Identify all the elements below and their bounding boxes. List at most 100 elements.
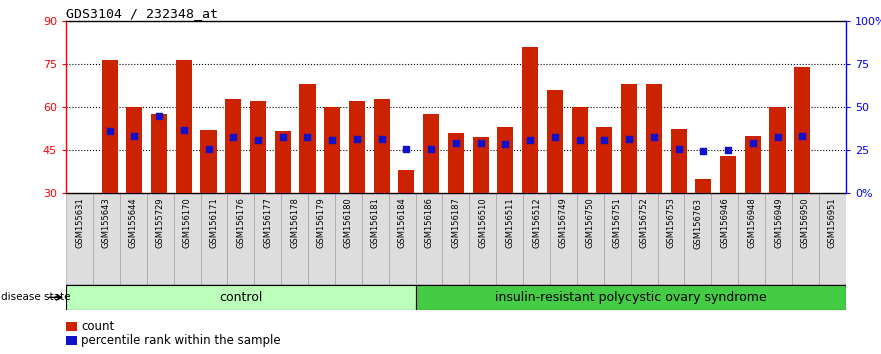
Bar xyxy=(744,136,761,193)
Text: GSM156512: GSM156512 xyxy=(532,198,541,248)
Text: GSM156171: GSM156171 xyxy=(210,198,218,248)
Text: GSM156749: GSM156749 xyxy=(559,198,568,248)
Text: GSM156763: GSM156763 xyxy=(693,198,702,249)
Bar xyxy=(795,67,811,193)
Bar xyxy=(470,193,496,285)
Bar xyxy=(250,101,266,193)
Text: GSM156178: GSM156178 xyxy=(290,198,300,249)
Text: GSM156179: GSM156179 xyxy=(317,198,326,248)
Point xyxy=(671,146,685,152)
Text: GSM156170: GSM156170 xyxy=(182,198,191,248)
Point xyxy=(424,146,438,152)
Bar xyxy=(572,107,588,193)
Bar xyxy=(101,60,117,193)
Point xyxy=(523,137,537,143)
Text: control: control xyxy=(219,291,263,304)
Text: GSM156751: GSM156751 xyxy=(612,198,622,248)
Bar xyxy=(596,127,612,193)
Point xyxy=(374,136,389,141)
Point xyxy=(300,134,315,140)
Bar xyxy=(362,193,389,285)
Bar xyxy=(738,193,765,285)
Bar xyxy=(720,156,737,193)
Bar xyxy=(174,193,201,285)
Bar xyxy=(324,107,340,193)
Text: count: count xyxy=(81,320,115,333)
Point xyxy=(548,134,562,140)
Bar xyxy=(448,133,464,193)
Bar xyxy=(472,137,489,193)
Bar xyxy=(93,193,120,285)
Text: GSM156184: GSM156184 xyxy=(397,198,407,248)
Text: percentile rank within the sample: percentile rank within the sample xyxy=(81,334,281,347)
Text: disease state: disease state xyxy=(1,292,70,302)
Bar xyxy=(335,193,362,285)
Bar xyxy=(281,193,308,285)
Point xyxy=(647,134,661,140)
Text: GSM155644: GSM155644 xyxy=(129,198,137,248)
Bar xyxy=(416,285,846,310)
Bar xyxy=(66,193,93,285)
Point xyxy=(202,146,216,152)
Point xyxy=(474,140,488,146)
Point xyxy=(622,136,636,141)
Point xyxy=(771,134,785,140)
Text: GSM156186: GSM156186 xyxy=(425,198,433,249)
Bar xyxy=(226,98,241,193)
Text: GSM156181: GSM156181 xyxy=(371,198,380,248)
Bar xyxy=(374,98,389,193)
Bar xyxy=(577,193,603,285)
Bar xyxy=(621,84,637,193)
Bar xyxy=(227,193,255,285)
Bar xyxy=(147,193,174,285)
Bar xyxy=(496,193,523,285)
Point xyxy=(448,140,463,146)
Point xyxy=(796,133,810,138)
Text: GSM156951: GSM156951 xyxy=(828,198,837,248)
Bar xyxy=(646,84,662,193)
Bar xyxy=(547,90,563,193)
Point xyxy=(350,136,364,141)
Text: GSM156752: GSM156752 xyxy=(640,198,648,248)
Text: GSM156753: GSM156753 xyxy=(667,198,676,249)
Text: GDS3104 / 232348_at: GDS3104 / 232348_at xyxy=(66,7,218,20)
Text: GSM156750: GSM156750 xyxy=(586,198,595,248)
Text: GSM156176: GSM156176 xyxy=(236,198,245,249)
Bar xyxy=(523,193,550,285)
Text: GSM156946: GSM156946 xyxy=(721,198,729,248)
Text: insulin-resistant polycystic ovary syndrome: insulin-resistant polycystic ovary syndr… xyxy=(495,291,766,304)
Bar xyxy=(300,84,315,193)
Bar xyxy=(550,193,577,285)
Text: GSM155631: GSM155631 xyxy=(75,198,84,248)
Bar xyxy=(201,130,217,193)
Text: GSM155729: GSM155729 xyxy=(156,198,165,248)
Point xyxy=(251,137,265,143)
Text: GSM156180: GSM156180 xyxy=(344,198,353,248)
Bar xyxy=(522,47,538,193)
Point xyxy=(721,147,735,153)
Bar xyxy=(685,193,711,285)
Bar xyxy=(442,193,470,285)
Bar xyxy=(695,179,711,193)
Bar xyxy=(308,193,335,285)
Text: GSM156949: GSM156949 xyxy=(774,198,783,248)
Bar xyxy=(151,114,167,193)
Text: GSM156950: GSM156950 xyxy=(801,198,810,248)
Point xyxy=(745,140,759,146)
Bar xyxy=(670,129,686,193)
Text: GSM156511: GSM156511 xyxy=(505,198,515,248)
Bar xyxy=(126,107,143,193)
Text: GSM156510: GSM156510 xyxy=(478,198,487,248)
Text: GSM156177: GSM156177 xyxy=(263,198,272,249)
Point xyxy=(226,134,241,140)
Bar xyxy=(389,193,416,285)
Bar xyxy=(792,193,818,285)
Bar xyxy=(416,193,442,285)
Point xyxy=(399,146,413,152)
Bar xyxy=(765,193,792,285)
Point xyxy=(127,133,141,138)
Bar xyxy=(711,193,738,285)
Point xyxy=(177,127,191,133)
Bar xyxy=(769,107,786,193)
Text: GSM156948: GSM156948 xyxy=(747,198,756,248)
